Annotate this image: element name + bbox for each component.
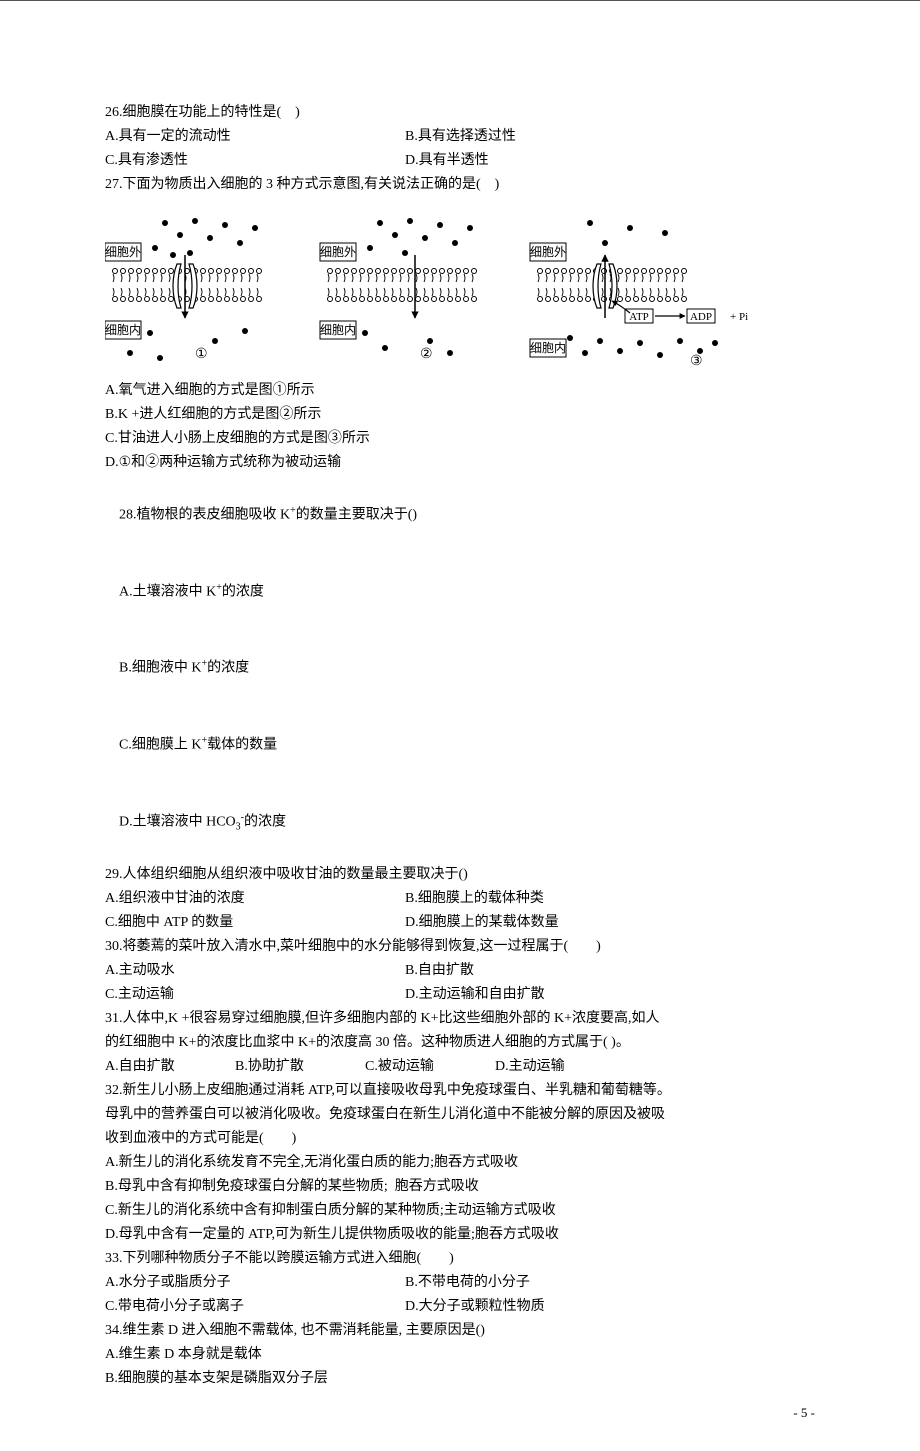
q27-p1-out-label: 细胞外 (105, 245, 141, 259)
q28-optA-prefix: A.土壤溶液中 K (119, 584, 216, 599)
q28-stem-prefix: 28.植物根的表皮细胞吸收 K (119, 508, 290, 523)
q31-optD: D.主动运输 (495, 1055, 625, 1079)
q29-optC: C.细胞中 ATP 的数量 (105, 911, 405, 935)
q28-optD-suffix: 的浓度 (244, 814, 286, 829)
q33-optA: A.水分子或脂质分子 (105, 1271, 405, 1295)
q32-optA: A.新生儿的消化系统发育不完全,无消化蛋白质的能力;胞吞方式吸收 (105, 1151, 815, 1175)
q31-stem2: 的红细胞中 K+的浓度比血浆中 K+的浓度高 30 倍。这种物质进人细胞的方式属… (105, 1031, 815, 1055)
q33-row1: A.水分子或脂质分子 B.不带电荷的小分子 (105, 1271, 815, 1295)
q28-optA-suffix: 的浓度 (222, 584, 264, 599)
q32-stem2: 母乳中的营养蛋白可以被消化吸收。免疫球蛋白在新生儿消化道中不能被分解的原因及被吸 (105, 1103, 815, 1127)
q27-p2-num: ② (420, 347, 433, 362)
q27-optA: A.氧气进入细胞的方式是图①所示 (105, 379, 815, 403)
q32-optC: C.新生儿的消化系统中含有抑制蛋白质分解的某种物质;主动运输方式吸收 (105, 1199, 815, 1223)
q34-optA: A.维生素 D 本身就是载体 (105, 1343, 815, 1367)
q30-optA: A.主动吸水 (105, 959, 405, 983)
q29-optA: A.组织液中甘油的浓度 (105, 887, 405, 911)
q28-optB-prefix: B.细胞液中 K (119, 661, 201, 676)
sub3: 3 (236, 821, 241, 832)
q33-optB: B.不带电荷的小分子 (405, 1271, 705, 1295)
q28-stem-suffix: 的数量主要取决于() (296, 508, 417, 523)
q29-row1: A.组织液中甘油的浓度 B.细胞膜上的载体种类 (105, 887, 815, 911)
q29-row2: C.细胞中 ATP 的数量 D.细胞膜上的某载体数量 (105, 911, 815, 935)
q31-optC: C.被动运输 (365, 1055, 495, 1079)
q34-optB: B.细胞膜的基本支架是磷脂双分子层 (105, 1367, 815, 1391)
q33-optD: D.大分子或颗粒性物质 (405, 1295, 705, 1319)
q30-optC: C.主动运输 (105, 983, 405, 1007)
page-number: - 5 - (793, 1405, 815, 1421)
q26-row2: C.具有渗透性 D.具有半透性 (105, 149, 815, 173)
q26-optD: D.具有半透性 (405, 149, 705, 173)
q27-stem: 27.下面为物质出入细胞的 3 种方式示意图,有关说法正确的是( ) (105, 173, 815, 197)
q30-row2: C.主动运输 D.主动运输和自由扩散 (105, 983, 815, 1007)
q26-row1: A.具有一定的流动性 B.具有选择透过性 (105, 125, 815, 149)
q28-optD-prefix: D.土壤溶液中 HCO (119, 814, 236, 829)
q30-stem: 30.将萎蔫的菜叶放入清水中,菜叶细胞中的水分能够得到恢复,这一过程属于( ) (105, 935, 815, 959)
q29-optB: B.细胞膜上的载体种类 (405, 887, 705, 911)
q27-p2-out-label: 细胞外 (320, 245, 356, 259)
q30-row1: A.主动吸水 B.自由扩散 (105, 959, 815, 983)
q33-stem: 33.下列哪种物质分子不能以跨膜运输方式进入细胞( ) (105, 1247, 815, 1271)
q26-optA: A.具有一定的流动性 (105, 125, 405, 149)
q27-p3-adp: ADP (690, 311, 712, 323)
q32-stem3: 收到血液中的方式可能是( ) (105, 1127, 815, 1151)
q27-p1-num: ① (195, 347, 208, 362)
q27-p3-pi: + Pi (730, 311, 748, 323)
q30-optB: B.自由扩散 (405, 959, 705, 983)
q31-row: A.自由扩散 B.协助扩散 C.被动运输 D.主动运输 (105, 1055, 815, 1079)
q27-p3-out-label: 细胞外 (530, 245, 566, 259)
q30-optD: D.主动运输和自由扩散 (405, 983, 705, 1007)
q27-p2-in-label: 细胞内 (320, 323, 356, 337)
q28-optC: C.细胞膜上 K+载体的数量 (105, 705, 815, 782)
q28-optD: D.土壤溶液中 HCO3-的浓度 (105, 782, 815, 863)
q27-optD: D.①和②两种运输方式统称为被动运输 (105, 451, 815, 475)
q27-optB: B.K +进人红细胞的方式是图②所示 (105, 403, 815, 427)
q27-p3-atp: ATP (629, 311, 649, 323)
q33-optC: C.带电荷小分子或离子 (105, 1295, 405, 1319)
q28-optA: A.土壤溶液中 K+的浓度 (105, 552, 815, 629)
q28-optC-prefix: C.细胞膜上 K (119, 738, 201, 753)
q28-optB-suffix: 的浓度 (207, 661, 249, 676)
q32-stem1: 32.新生儿小肠上皮细胞通过消耗 ATP,可以直接吸收母乳中免疫球蛋白、半乳糖和… (105, 1079, 815, 1103)
q32-optB: B.母乳中含有抑制免疫球蛋白分解的某些物质; 胞吞方式吸收 (105, 1175, 815, 1199)
q27-optC: C.甘油进人小肠上皮细胞的方式是图③所示 (105, 427, 815, 451)
q27-p3-in-label: 细胞内 (530, 341, 566, 355)
q26-stem: 26.细胞膜在功能上的特性是( ) (105, 101, 815, 125)
q28-stem: 28.植物根的表皮细胞吸收 K+的数量主要取决于() (105, 475, 815, 552)
q29-stem: 29.人体组织细胞从组织液中吸收甘油的数量最主要取决于() (105, 863, 815, 887)
q31-optB: B.协助扩散 (235, 1055, 365, 1079)
page: 26.细胞膜在功能上的特性是( ) A.具有一定的流动性 B.具有选择透过性 C… (0, 0, 920, 1451)
q34-stem: 34.维生素 D 进入细胞不需载体, 也不需消耗能量, 主要原因是() (105, 1319, 815, 1343)
q32-optD: D.母乳中含有一定量的 ATP,可为新生儿提供物质吸收的能量;胞吞方式吸收 (105, 1223, 815, 1247)
q26-optB: B.具有选择透过性 (405, 125, 705, 149)
q27-figure: 细胞外 细胞内 (105, 203, 815, 373)
q29-optD: D.细胞膜上的某载体数量 (405, 911, 705, 935)
q28-optB: B.细胞液中 K+的浓度 (105, 628, 815, 705)
q28-optC-suffix: 载体的数量 (207, 738, 277, 753)
q33-row2: C.带电荷小分子或离子 D.大分子或颗粒性物质 (105, 1295, 815, 1319)
q27-p1-in-label: 细胞内 (105, 323, 141, 337)
q27-p3-num: ③ (690, 354, 703, 369)
q31-optA: A.自由扩散 (105, 1055, 235, 1079)
q26-optC: C.具有渗透性 (105, 149, 405, 173)
q31-stem1: 31.人体中,K +很容易穿过细胞膜,但许多细胞内部的 K+比这些细胞外部的 K… (105, 1007, 815, 1031)
